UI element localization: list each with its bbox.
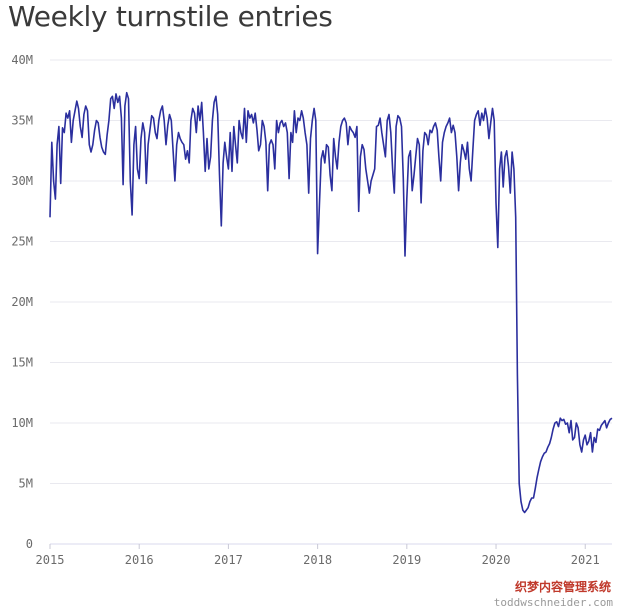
x-tick-label: 2020 — [482, 553, 511, 567]
x-tick-label: 2015 — [36, 553, 65, 567]
y-tick-label: 0 — [26, 537, 33, 551]
y-tick-label: 30M — [11, 174, 33, 188]
watermark-text: 织梦内容管理系统 — [514, 580, 611, 594]
series-line — [49, 91, 613, 514]
y-tick-label: 10M — [11, 416, 33, 430]
x-tick-label: 2021 — [571, 553, 600, 567]
y-tick-label: 35M — [11, 114, 33, 128]
y-tick-label: 40M — [11, 53, 33, 67]
y-tick-label: 15M — [11, 356, 33, 370]
x-tick-label: 2017 — [214, 553, 243, 567]
x-tick-label: 2019 — [392, 553, 421, 567]
y-tick-label: 25M — [11, 235, 33, 249]
chart-title: Weekly turnstile entries — [8, 0, 333, 33]
y-tick-label: 20M — [11, 295, 33, 309]
credit-text: toddwschneider.com — [493, 596, 613, 609]
y-tick-label: 5M — [19, 477, 33, 491]
x-tick-label: 2018 — [303, 553, 332, 567]
x-tick-label: 2016 — [125, 553, 154, 567]
